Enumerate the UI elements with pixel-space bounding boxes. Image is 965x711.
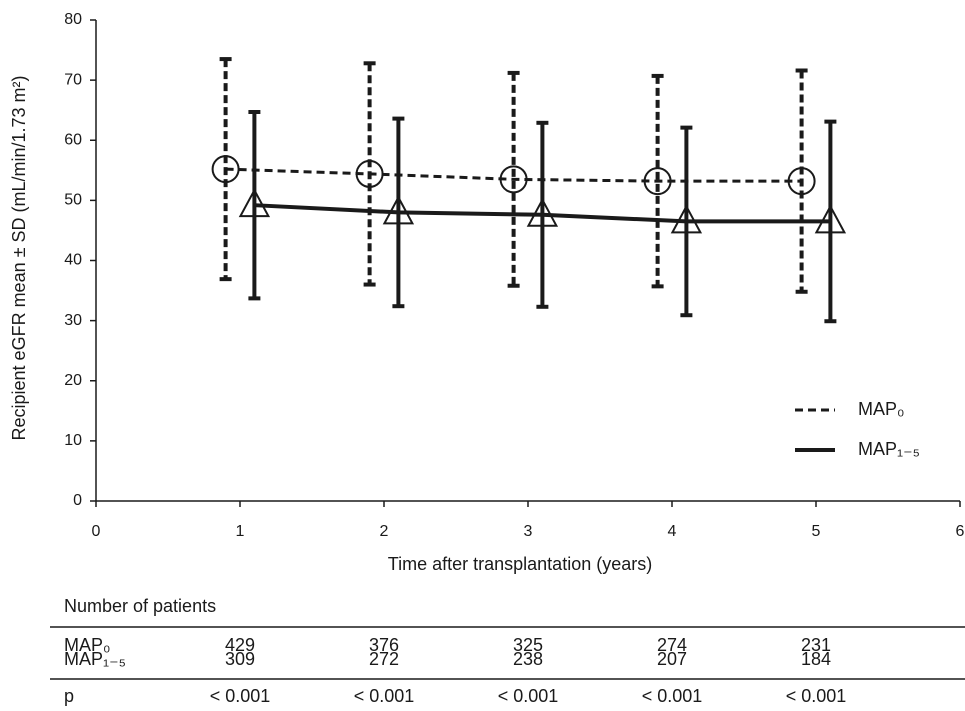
y-tick-label: 80 — [64, 11, 82, 28]
table-cell: 309 — [225, 649, 255, 669]
marker-triangle — [382, 195, 415, 225]
x-tick-label: 1 — [236, 523, 245, 540]
marker-triangle — [526, 197, 559, 227]
table-cell: 376 — [369, 635, 399, 655]
table-cell: 325 — [513, 635, 543, 655]
marker-circle — [355, 159, 384, 188]
x-tick-label: 4 — [668, 523, 677, 540]
table-cell: 274 — [657, 635, 687, 655]
x-tick-label: 0 — [92, 523, 101, 540]
table-row-label: p — [64, 686, 74, 706]
table-cell: 231 — [801, 635, 831, 655]
error-bar — [651, 73, 664, 289]
marker-circle — [787, 167, 816, 196]
table-row-label: MAP₀ — [64, 635, 110, 655]
y-tick-label: 20 — [64, 372, 82, 389]
marker-circle — [499, 165, 528, 194]
error-bar — [507, 70, 520, 288]
legend-label: MAP₁₋₅ — [858, 439, 920, 459]
marker-triangle — [670, 204, 703, 234]
y-tick-label: 0 — [73, 492, 82, 509]
y-axis-label: Recipient eGFR mean ± SD (mL/min/1.73 m²… — [9, 76, 29, 441]
table-cell: 238 — [513, 649, 543, 669]
table-cell: 207 — [657, 649, 687, 669]
table-title: Number of patients — [64, 596, 216, 616]
y-tick-label: 40 — [64, 252, 82, 269]
y-tick-label: 50 — [64, 192, 82, 209]
table-cell: < 0.001 — [210, 686, 271, 706]
series-line — [225, 167, 802, 183]
table-cell: < 0.001 — [786, 686, 847, 706]
x-tick-label: 3 — [524, 523, 533, 540]
legend-label: MAP₀ — [858, 399, 904, 419]
marker-circle — [211, 155, 240, 184]
y-tick-label: 60 — [64, 131, 82, 148]
table-cell: 429 — [225, 635, 255, 655]
table-cell: < 0.001 — [354, 686, 415, 706]
x-tick-label: 5 — [812, 523, 821, 540]
y-tick-label: 30 — [64, 312, 82, 329]
series-line — [254, 203, 831, 224]
x-tick-label: 2 — [380, 523, 389, 540]
marker-triangle — [814, 204, 847, 234]
table-cell: < 0.001 — [642, 686, 703, 706]
table-cell: 272 — [369, 649, 399, 669]
table-cell: 184 — [801, 649, 831, 669]
x-axis-label: Time after transplantation (years) — [388, 554, 652, 574]
x-tick-label: 6 — [956, 523, 965, 540]
marker-triangle — [238, 188, 271, 218]
table-row-label: MAP₁₋₅ — [64, 649, 126, 669]
y-tick-label: 70 — [64, 71, 82, 88]
y-tick-label: 10 — [64, 432, 82, 449]
table-cell: < 0.001 — [498, 686, 559, 706]
marker-circle — [643, 167, 672, 196]
